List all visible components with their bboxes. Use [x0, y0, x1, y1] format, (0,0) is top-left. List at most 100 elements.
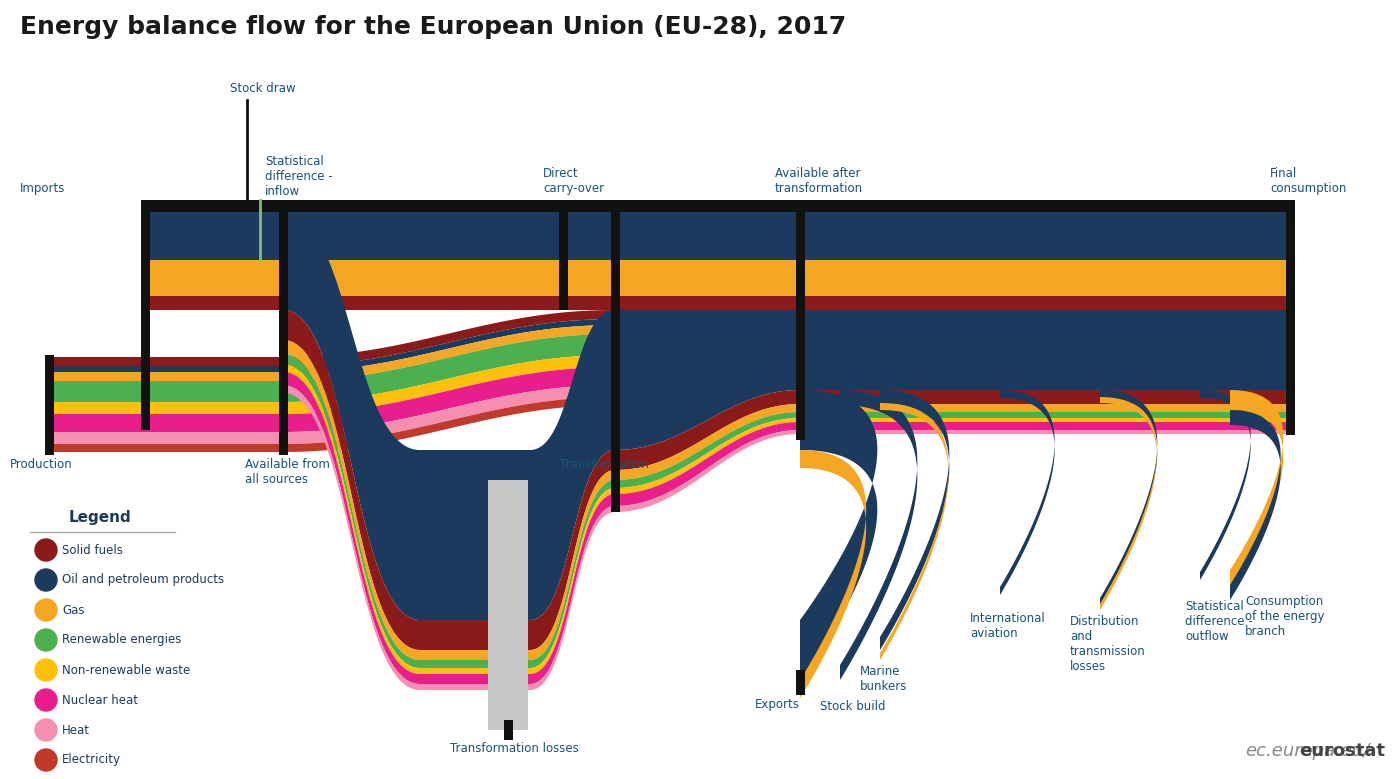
Text: Heat: Heat [63, 724, 91, 736]
Polygon shape [283, 364, 614, 674]
Text: Production: Production [10, 458, 72, 471]
Circle shape [35, 689, 57, 711]
Circle shape [35, 719, 57, 741]
Text: Electricity: Electricity [63, 753, 121, 767]
Polygon shape [610, 200, 620, 512]
Polygon shape [1230, 410, 1280, 600]
Polygon shape [614, 310, 800, 450]
Text: Exports: Exports [755, 698, 800, 711]
Text: Energy balance flow for the European Union (EU-28), 2017: Energy balance flow for the European Uni… [20, 15, 847, 39]
Circle shape [35, 599, 57, 621]
Text: Renewable energies: Renewable energies [63, 633, 181, 647]
Polygon shape [283, 310, 614, 650]
Polygon shape [880, 390, 950, 650]
Text: Legend: Legend [68, 510, 131, 525]
Polygon shape [614, 390, 800, 470]
Polygon shape [145, 296, 1290, 310]
Polygon shape [795, 670, 805, 695]
Text: Available after
transformation: Available after transformation [775, 167, 864, 195]
Polygon shape [283, 355, 614, 414]
Polygon shape [45, 372, 283, 381]
Text: Final
consumption: Final consumption [1270, 167, 1347, 195]
Polygon shape [800, 412, 1290, 418]
Polygon shape [800, 390, 1290, 404]
Polygon shape [45, 381, 283, 402]
Text: ec.europa.eu/: ec.europa.eu/ [1245, 742, 1369, 760]
Polygon shape [880, 403, 949, 660]
Polygon shape [283, 319, 614, 372]
Polygon shape [488, 480, 528, 730]
Text: Transformation: Transformation [560, 458, 649, 471]
Polygon shape [800, 430, 1290, 434]
Polygon shape [141, 200, 149, 430]
Polygon shape [800, 418, 1290, 422]
Polygon shape [1286, 200, 1294, 435]
Polygon shape [559, 200, 567, 310]
Polygon shape [800, 450, 866, 698]
Polygon shape [279, 200, 287, 455]
Polygon shape [45, 355, 53, 455]
Text: eurostat: eurostat [1300, 742, 1385, 760]
Text: Stock draw: Stock draw [230, 82, 295, 95]
Polygon shape [145, 200, 1290, 212]
Polygon shape [1199, 390, 1251, 580]
Text: International
aviation: International aviation [970, 612, 1046, 640]
Polygon shape [45, 432, 283, 444]
Polygon shape [1000, 390, 1055, 595]
Polygon shape [1230, 390, 1283, 590]
Polygon shape [1100, 397, 1156, 610]
Polygon shape [840, 390, 918, 680]
Polygon shape [614, 418, 800, 494]
Polygon shape [283, 385, 614, 444]
Text: Nuclear heat: Nuclear heat [63, 693, 138, 707]
Text: Direct
carry-over: Direct carry-over [543, 167, 605, 195]
Text: Consumption
of the energy
branch: Consumption of the energy branch [1245, 595, 1325, 638]
Polygon shape [283, 372, 614, 684]
Polygon shape [283, 385, 614, 690]
Polygon shape [800, 200, 1290, 212]
Polygon shape [800, 390, 878, 680]
Polygon shape [800, 422, 1290, 430]
Polygon shape [800, 212, 1290, 260]
Text: Distribution
and
transmission
losses: Distribution and transmission losses [1070, 615, 1146, 673]
Polygon shape [45, 402, 283, 414]
Text: Statistical
difference -
inflow: Statistical difference - inflow [265, 155, 333, 198]
Polygon shape [283, 310, 614, 366]
Polygon shape [795, 200, 805, 440]
Circle shape [35, 569, 57, 591]
Polygon shape [283, 354, 614, 668]
Polygon shape [45, 366, 283, 372]
Polygon shape [283, 367, 614, 432]
Text: Imports: Imports [20, 182, 65, 195]
Circle shape [35, 629, 57, 651]
Polygon shape [800, 296, 1290, 310]
Circle shape [35, 539, 57, 561]
Polygon shape [614, 404, 800, 480]
Circle shape [35, 659, 57, 681]
Text: Gas: Gas [63, 604, 85, 616]
Polygon shape [800, 404, 1290, 412]
Polygon shape [145, 212, 1290, 260]
Polygon shape [45, 357, 283, 366]
Polygon shape [614, 430, 800, 512]
Text: Oil and petroleum products: Oil and petroleum products [63, 573, 224, 587]
Polygon shape [614, 422, 800, 506]
Polygon shape [1100, 390, 1158, 605]
Polygon shape [283, 340, 614, 660]
Text: Available from
all sources: Available from all sources [245, 458, 330, 486]
Polygon shape [45, 414, 283, 432]
Polygon shape [800, 260, 1290, 296]
Text: Marine
bunkers: Marine bunkers [859, 665, 907, 693]
Text: Stock build: Stock build [820, 700, 886, 713]
Text: Non-renewable waste: Non-renewable waste [63, 664, 191, 676]
Text: Solid fuels: Solid fuels [63, 544, 123, 556]
Polygon shape [145, 260, 1290, 296]
Polygon shape [283, 325, 614, 381]
Polygon shape [45, 444, 283, 452]
Circle shape [35, 749, 57, 771]
Text: Statistical
difference -
outflow: Statistical difference - outflow [1185, 600, 1252, 643]
Polygon shape [283, 212, 614, 620]
Polygon shape [283, 334, 614, 402]
Polygon shape [503, 720, 513, 740]
Text: Transformation losses: Transformation losses [450, 742, 578, 755]
